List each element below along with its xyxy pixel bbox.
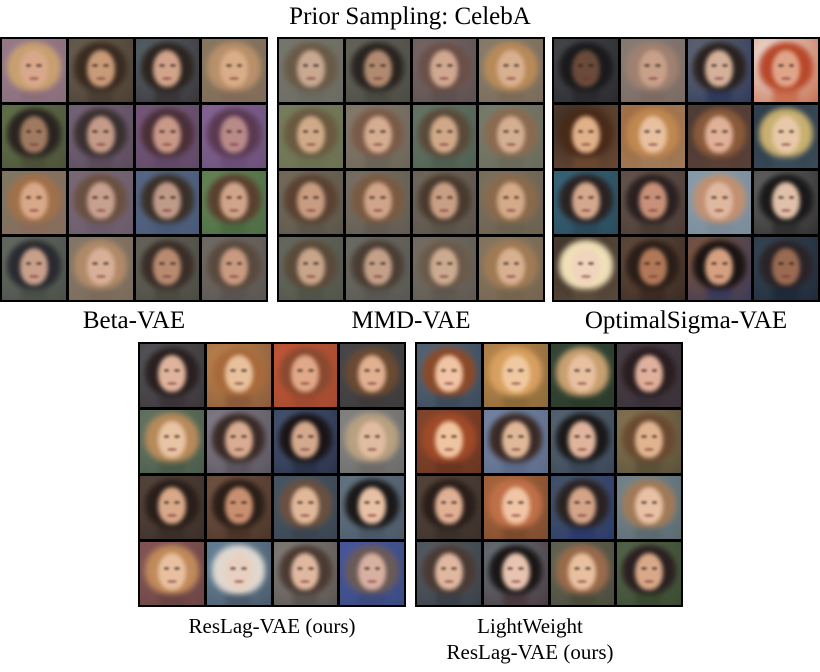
face-sample <box>135 105 200 168</box>
face-sample <box>345 39 410 102</box>
face-sample <box>345 171 410 234</box>
face-sample <box>345 237 410 300</box>
face-sample <box>202 237 266 300</box>
face-sample <box>340 410 404 473</box>
face-sample <box>135 237 200 300</box>
face-sample <box>279 39 343 102</box>
face-sample <box>279 105 343 168</box>
face-sample <box>554 171 618 234</box>
face-sample <box>140 542 204 605</box>
lightweight-reslag-vae-grid <box>415 342 683 607</box>
face-sample <box>2 105 66 168</box>
face-sample <box>340 542 404 605</box>
face-sample <box>479 237 543 300</box>
face-sample <box>687 171 752 234</box>
reslag-vae-grid <box>138 342 406 607</box>
face-sample <box>68 237 133 300</box>
face-sample <box>345 105 410 168</box>
face-sample <box>273 410 338 473</box>
beta-vae-label: Beta-VAE <box>82 307 186 334</box>
lightweight-reslag-vae-label: ResLag-VAE (ours) <box>446 640 614 664</box>
face-sample <box>550 410 615 473</box>
face-sample <box>479 171 543 234</box>
face-sample <box>417 542 481 605</box>
face-sample <box>206 542 271 605</box>
face-sample <box>620 39 685 102</box>
face-sample <box>417 410 481 473</box>
face-sample <box>620 237 685 300</box>
face-sample <box>140 410 204 473</box>
face-sample <box>479 39 543 102</box>
face-sample <box>754 105 818 168</box>
reslag-vae-label: ResLag-VAE (ours) <box>188 614 356 638</box>
face-sample <box>140 344 204 407</box>
face-sample <box>2 171 66 234</box>
face-sample <box>483 344 548 407</box>
face-sample <box>340 344 404 407</box>
face-sample <box>68 39 133 102</box>
face-sample <box>140 476 204 539</box>
face-sample <box>68 171 133 234</box>
face-sample <box>554 237 618 300</box>
face-sample <box>135 39 200 102</box>
face-sample <box>417 476 481 539</box>
face-sample <box>340 476 404 539</box>
face-sample <box>550 476 615 539</box>
face-sample <box>135 171 200 234</box>
face-sample <box>554 39 618 102</box>
face-sample <box>412 237 477 300</box>
face-sample <box>617 344 681 407</box>
face-sample <box>2 39 66 102</box>
face-sample <box>687 39 752 102</box>
face-sample <box>417 344 481 407</box>
face-sample <box>550 542 615 605</box>
face-sample <box>754 171 818 234</box>
face-sample <box>206 410 271 473</box>
face-sample <box>273 542 338 605</box>
face-sample <box>412 105 477 168</box>
face-sample <box>412 171 477 234</box>
face-sample <box>620 171 685 234</box>
face-sample <box>620 105 685 168</box>
face-sample <box>2 237 66 300</box>
face-sample <box>273 344 338 407</box>
optimalsigma-vae-label: OptimalSigma-VAE <box>584 307 788 334</box>
face-sample <box>273 476 338 539</box>
face-sample <box>483 542 548 605</box>
face-sample <box>202 171 266 234</box>
face-sample <box>206 476 271 539</box>
face-sample <box>754 39 818 102</box>
face-sample <box>68 105 133 168</box>
face-sample <box>206 344 271 407</box>
lightweight-label: LightWeight <box>477 614 583 638</box>
face-sample <box>550 344 615 407</box>
face-sample <box>202 39 266 102</box>
face-sample <box>279 237 343 300</box>
face-sample <box>554 105 618 168</box>
face-sample <box>754 237 818 300</box>
face-sample <box>412 39 477 102</box>
face-sample <box>687 237 752 300</box>
face-sample <box>687 105 752 168</box>
face-sample <box>617 476 681 539</box>
face-sample <box>483 476 548 539</box>
face-sample <box>479 105 543 168</box>
mmd-vae-label: MMD-VAE <box>351 307 471 334</box>
face-sample <box>279 171 343 234</box>
face-sample <box>617 542 681 605</box>
mmd-vae-grid <box>277 37 545 302</box>
face-sample <box>202 105 266 168</box>
beta-vae-grid <box>0 37 268 302</box>
optimalsigma-vae-grid <box>552 37 820 302</box>
face-sample <box>617 410 681 473</box>
figure-title: Prior Sampling: CelebA <box>289 3 531 30</box>
face-sample <box>483 410 548 473</box>
